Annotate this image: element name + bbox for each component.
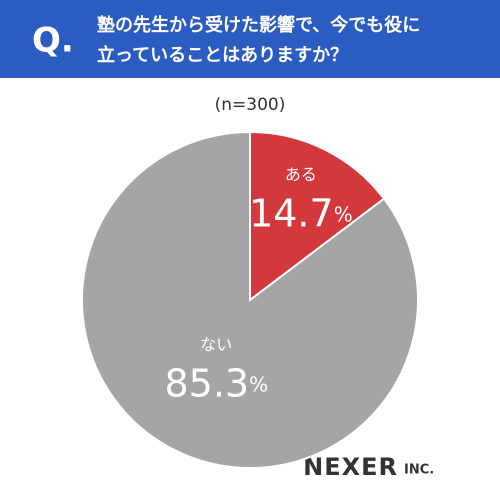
header-band [0, 0, 500, 78]
chart-title: 塾の先生から受けた影響で、今でも役に [97, 14, 420, 36]
slice-category: ある [285, 165, 317, 184]
brand: NEXER [303, 453, 398, 481]
slice-value-label: 14.7% [249, 191, 353, 235]
question-badge: Q. [32, 21, 74, 61]
pie-slice [81, 130, 419, 469]
sample-size: (n=300) [215, 95, 286, 115]
pie [81, 130, 419, 469]
pie-slice [249, 130, 386, 303]
slice-value-label: 85.3% [165, 361, 269, 405]
chart-title: 立っていることはありますか？ [97, 44, 348, 66]
slice-category: ない [200, 335, 232, 354]
brand-suffix: INC. [404, 463, 434, 478]
